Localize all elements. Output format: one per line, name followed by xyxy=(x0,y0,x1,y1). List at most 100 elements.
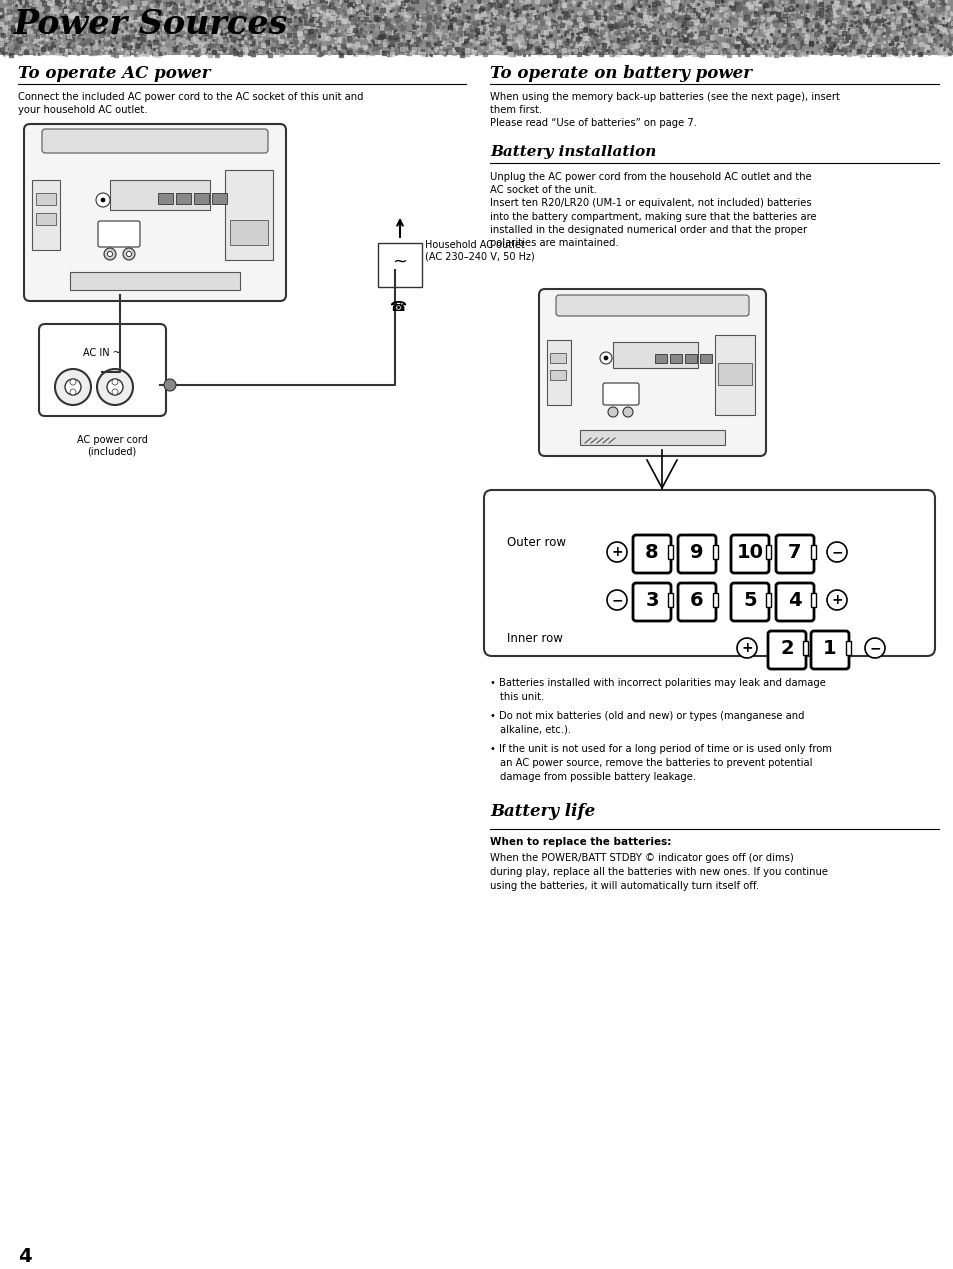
Text: 8: 8 xyxy=(644,543,659,561)
FancyBboxPatch shape xyxy=(98,221,140,247)
Text: • If the unit is not used for a long period of time or is used only from: • If the unit is not used for a long per… xyxy=(490,744,831,754)
Bar xyxy=(158,193,172,204)
Text: Inner row: Inner row xyxy=(506,632,562,645)
Text: this unit.: this unit. xyxy=(499,692,543,702)
Circle shape xyxy=(737,638,757,659)
Polygon shape xyxy=(230,220,268,245)
FancyBboxPatch shape xyxy=(678,582,716,621)
Bar xyxy=(810,544,815,560)
FancyBboxPatch shape xyxy=(775,582,813,621)
Circle shape xyxy=(96,193,110,207)
Text: 5: 5 xyxy=(742,590,756,609)
Circle shape xyxy=(97,369,132,405)
Text: AC power cord
(included): AC power cord (included) xyxy=(76,435,148,457)
Circle shape xyxy=(112,390,118,395)
Text: Household AC outlet
(AC 230–240 V, 50 Hz): Household AC outlet (AC 230–240 V, 50 Hz… xyxy=(424,240,535,261)
Bar xyxy=(802,641,807,655)
FancyBboxPatch shape xyxy=(602,383,639,405)
Text: When to replace the batteries:: When to replace the batteries: xyxy=(490,838,671,846)
Text: AC IN ~: AC IN ~ xyxy=(83,348,121,358)
Circle shape xyxy=(70,379,76,385)
Text: 2: 2 xyxy=(780,638,793,657)
Bar xyxy=(810,593,815,607)
Bar xyxy=(550,353,565,363)
Circle shape xyxy=(826,542,846,562)
FancyBboxPatch shape xyxy=(483,490,934,656)
FancyBboxPatch shape xyxy=(556,294,748,316)
Bar xyxy=(667,544,672,560)
Text: alkaline, etc.).: alkaline, etc.). xyxy=(499,725,571,735)
Bar xyxy=(613,343,698,368)
FancyBboxPatch shape xyxy=(538,289,765,456)
FancyBboxPatch shape xyxy=(730,536,768,574)
Text: Outer row: Outer row xyxy=(506,536,565,549)
FancyBboxPatch shape xyxy=(633,536,670,574)
Bar xyxy=(714,335,754,415)
Circle shape xyxy=(104,247,116,260)
FancyBboxPatch shape xyxy=(24,124,286,301)
FancyBboxPatch shape xyxy=(678,536,716,574)
Circle shape xyxy=(607,407,618,418)
Text: +: + xyxy=(830,593,841,607)
Bar xyxy=(36,193,56,206)
Text: Connect the included AC power cord to the AC socket of this unit and
your househ: Connect the included AC power cord to th… xyxy=(18,91,363,115)
Bar xyxy=(718,363,751,385)
Text: 4: 4 xyxy=(787,590,801,609)
Text: When using the memory back-up batteries (see the next page), insert
them first.
: When using the memory back-up batteries … xyxy=(490,91,839,128)
Text: −: − xyxy=(830,544,841,560)
Circle shape xyxy=(112,379,118,385)
FancyBboxPatch shape xyxy=(39,324,166,416)
Text: Unplug the AC power cord from the household AC outlet and the
AC socket of the u: Unplug the AC power cord from the househ… xyxy=(490,173,816,247)
Text: ~: ~ xyxy=(392,253,407,272)
Bar xyxy=(36,213,56,225)
Text: 6: 6 xyxy=(689,590,703,609)
Bar xyxy=(700,354,711,363)
Bar xyxy=(667,593,672,607)
Circle shape xyxy=(107,379,123,395)
Bar xyxy=(212,193,227,204)
Circle shape xyxy=(603,357,607,360)
Circle shape xyxy=(101,198,105,202)
Bar xyxy=(193,193,209,204)
Text: damage from possible battery leakage.: damage from possible battery leakage. xyxy=(499,772,696,782)
Text: 10: 10 xyxy=(736,543,762,561)
Bar xyxy=(175,193,191,204)
Text: 1: 1 xyxy=(822,638,836,657)
Bar xyxy=(225,170,273,260)
Bar xyxy=(546,340,571,405)
Bar xyxy=(550,371,565,379)
Text: To operate on battery power: To operate on battery power xyxy=(490,65,751,82)
FancyBboxPatch shape xyxy=(775,536,813,574)
Text: When the POWER/BATT STDBY © indicator goes off (or dims): When the POWER/BATT STDBY © indicator go… xyxy=(490,853,793,863)
Bar xyxy=(712,544,718,560)
Bar xyxy=(0,0,953,55)
Text: To operate AC power: To operate AC power xyxy=(18,65,211,82)
Text: Battery installation: Battery installation xyxy=(490,145,656,159)
Circle shape xyxy=(826,590,846,610)
Bar xyxy=(110,180,210,209)
FancyBboxPatch shape xyxy=(730,582,768,621)
Bar xyxy=(845,641,850,655)
Text: +: + xyxy=(740,641,752,655)
Circle shape xyxy=(127,251,132,256)
Bar xyxy=(669,354,681,363)
Bar xyxy=(684,354,697,363)
Text: an AC power source, remove the batteries to prevent potential: an AC power source, remove the batteries… xyxy=(499,758,812,768)
Text: during play, replace all the batteries with new ones. If you continue: during play, replace all the batteries w… xyxy=(490,867,827,877)
FancyBboxPatch shape xyxy=(810,631,848,669)
Text: • Do not mix batteries (old and new) or types (manganese and: • Do not mix batteries (old and new) or … xyxy=(490,711,803,721)
Bar xyxy=(32,180,60,250)
Circle shape xyxy=(606,542,626,562)
Bar xyxy=(712,593,718,607)
Bar xyxy=(579,430,724,445)
Circle shape xyxy=(599,352,612,364)
Text: 4: 4 xyxy=(18,1247,31,1266)
Text: using the batteries, it will automatically turn itself off.: using the batteries, it will automatical… xyxy=(490,881,759,891)
FancyBboxPatch shape xyxy=(42,129,268,154)
Text: • Batteries installed with incorrect polarities may leak and damage: • Batteries installed with incorrect pol… xyxy=(490,678,825,688)
Text: 7: 7 xyxy=(787,543,801,561)
Circle shape xyxy=(65,379,81,395)
Bar xyxy=(655,354,666,363)
Text: 3: 3 xyxy=(644,590,659,609)
Text: −: − xyxy=(611,593,622,607)
